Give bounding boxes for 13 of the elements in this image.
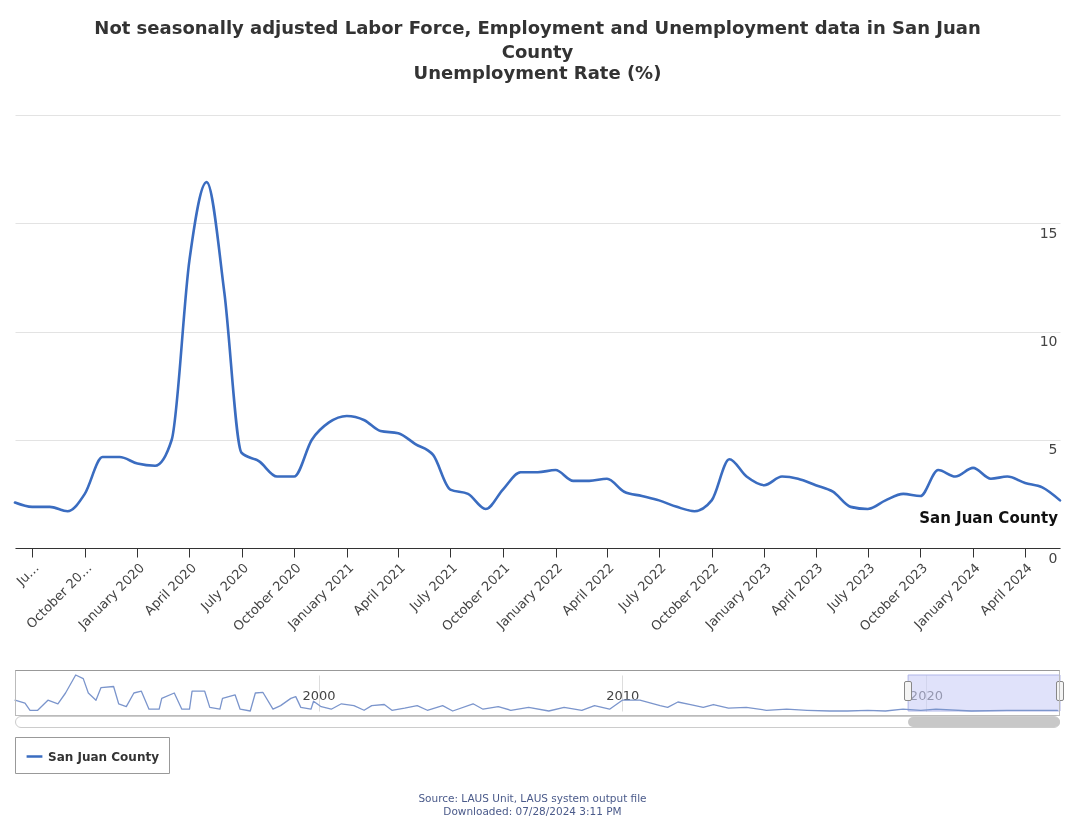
text: Downloaded: 07/28/2024 3:11 PM	[442, 805, 623, 818]
x-tick-label: 2010	[606, 687, 640, 703]
text: San Juan County	[919, 509, 1058, 528]
source-note: Source: LAUS Unit, LAUS system output file	[417, 792, 648, 805]
legend-label: San Juan County	[48, 749, 160, 764]
x-tick-label: Ju…	[12, 560, 42, 590]
x-tick-label: 2000	[302, 687, 336, 703]
y-tick-label: 5	[1048, 441, 1058, 458]
chart-subtitle: Unemployment Rate (%)	[413, 62, 662, 83]
y-tick-label: 10	[1039, 333, 1058, 349]
y-tick-label: 0	[1048, 549, 1058, 566]
y-tick-label: 15	[1039, 224, 1058, 241]
chart-title: Not seasonally adjusted Labor Force, Employment and Unemployment data in San Juan County	[94, 17, 981, 62]
